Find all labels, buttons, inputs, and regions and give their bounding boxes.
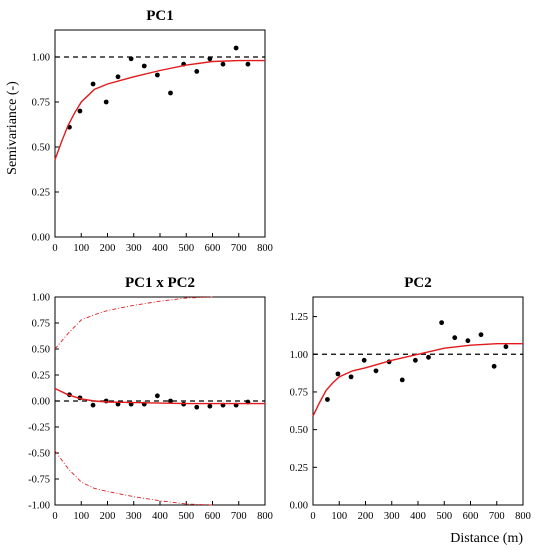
data-point-pc1xpc2 [207, 403, 213, 409]
x-tick-label-pc1xpc2: 800 [257, 511, 273, 522]
y-tick-label-pc2: 0.50 [290, 425, 308, 436]
x-tick-label-pc1: 200 [100, 243, 116, 254]
x-tick-label-pc1: 600 [205, 243, 221, 254]
y-tick-label-pc1: 0.75 [32, 98, 50, 109]
x-tick-label-pc1: 400 [152, 243, 168, 254]
y-tick-label-pc2: 0.00 [290, 501, 308, 512]
panel-pc1xpc2: PC1 x PC2 0 100 200 300 400 500 600 700 800 -1.00… [28, 275, 273, 522]
y-tick-label-pc1: 1.00 [32, 53, 50, 64]
y-tick-label-pc1xpc2: 0.00 [32, 397, 50, 408]
y-tick-label-pc1xpc2: 1.00 [32, 293, 50, 304]
y-axis-label: Semivariance (-) [5, 81, 20, 175]
data-point-pc1xpc2 [90, 402, 96, 408]
x-tick-label-pc1: 500 [178, 243, 194, 254]
y-tick-label-pc1xpc2: 0.25 [32, 371, 50, 382]
x-tick-label-pc1xpc2: 700 [231, 511, 247, 522]
data-point-pc2 [491, 363, 497, 369]
panel-pc1: PC1 0 100 200 300 400 500 600 700 800 0.00 0.25 0.5… [32, 8, 273, 254]
data-point-pc1 [207, 56, 213, 62]
data-point-pc1 [77, 108, 83, 114]
x-tick-label-pc1: 100 [73, 243, 89, 254]
data-point-pc1xpc2 [194, 404, 200, 410]
y-tick-label-pc2: 0.25 [290, 463, 308, 474]
data-point-pc2 [412, 357, 418, 363]
x-tick-label-pc1xpc2: 100 [73, 511, 89, 522]
data-point-pc2 [361, 357, 367, 363]
y-tick-label-pc2: 1.00 [290, 350, 308, 361]
panel-pc2: PC2 0 100 200 300 400 500 600 700 800 0.00 0.25 0.5… [290, 275, 531, 522]
y-tick-label-pc2: 0.75 [290, 387, 308, 398]
data-point-pc2 [478, 332, 484, 338]
data-point-pc1 [233, 45, 239, 51]
data-point-pc1 [194, 69, 200, 74]
data-point-pc2 [335, 371, 341, 377]
x-tick-label-pc1xpc2: 200 [100, 511, 116, 522]
fitted-curve-pc2 [312, 343, 523, 417]
x-tick-label-pc2: 500 [436, 511, 452, 522]
x-tick-label-pc2: 300 [384, 511, 400, 522]
x-tick-label-pc1: 300 [126, 243, 142, 254]
x-tick-label-pc1xpc2: 0 [52, 511, 57, 522]
data-point-pc2 [452, 335, 458, 341]
data-point-pc2 [426, 354, 431, 360]
data-point-pc1 [154, 72, 160, 78]
data-point-pc1 [103, 99, 109, 105]
x-tick-label-pc1xpc2: 500 [178, 511, 194, 522]
fitted-curve-pc1 [54, 59, 265, 160]
x-tick-label-pc1xpc2: 300 [126, 511, 142, 522]
y-tick-label-pc1: 0.00 [32, 233, 50, 244]
data-point-pc1xpc2 [154, 393, 160, 399]
data-point-pc1 [90, 81, 96, 87]
data-point-pc2 [503, 344, 509, 350]
data-point-pc2 [373, 368, 379, 374]
data-point-pc1 [245, 61, 251, 67]
x-tick-label-pc1xpc2: 400 [152, 511, 168, 522]
y-tick-label-pc1: 0.50 [32, 143, 50, 154]
data-point-pc2 [399, 377, 405, 383]
panel-title-pc1: PC1 [146, 8, 174, 24]
y-tick-label-pc1xpc2: 0.50 [32, 345, 50, 356]
y-tick-label-pc1xpc2: -0.50 [28, 449, 50, 460]
axes-frame-pc2 [312, 296, 524, 506]
x-tick-label-pc1: 700 [231, 243, 247, 254]
lower-bound-pc1xpc2 [54, 450, 213, 506]
x-tick-label-pc1: 0 [52, 243, 57, 254]
upper-bound-pc1xpc2 [54, 296, 213, 350]
x-tick-label-pc2: 100 [331, 511, 347, 522]
x-tick-label-pc1xpc2: 600 [205, 511, 221, 522]
x-tick-label-pc2: 800 [515, 511, 531, 522]
x-tick-label-pc2: 600 [463, 511, 479, 522]
data-point-pc2 [325, 397, 330, 402]
x-axis-label: Distance (m) [450, 531, 523, 546]
data-point-pc1 [115, 74, 121, 80]
y-tick-label-pc1xpc2: 0.75 [32, 319, 50, 330]
panel-title-pc1xpc2: PC1 x PC2 [125, 275, 195, 291]
x-tick-label-pc2: 200 [358, 511, 374, 522]
data-point-pc1 [220, 61, 226, 67]
y-tick-label-pc1xpc2: -0.75 [28, 475, 50, 486]
data-point-pc1 [141, 63, 147, 69]
panel-title-pc2: PC2 [404, 275, 432, 291]
data-point-pc1 [168, 90, 173, 96]
y-tick-label-pc1xpc2: -0.25 [28, 423, 50, 434]
y-tick-label-pc2: 1.25 [290, 312, 308, 323]
y-tick-label-pc1xpc2: -1.00 [28, 501, 50, 512]
x-tick-label-pc2: 400 [410, 511, 426, 522]
data-point-pc1xpc2 [168, 398, 173, 404]
fitted-curve-pc1xpc2 [54, 387, 265, 405]
y-tick-label-pc1: 0.25 [32, 188, 50, 199]
data-point-pc2 [465, 338, 471, 344]
x-tick-label-pc1: 800 [257, 243, 273, 254]
data-point-pc1 [128, 56, 134, 62]
data-point-pc2 [439, 320, 445, 326]
x-tick-label-pc2: 700 [489, 511, 505, 522]
x-tick-label-pc2: 0 [310, 511, 315, 522]
data-point-pc2 [348, 374, 354, 380]
